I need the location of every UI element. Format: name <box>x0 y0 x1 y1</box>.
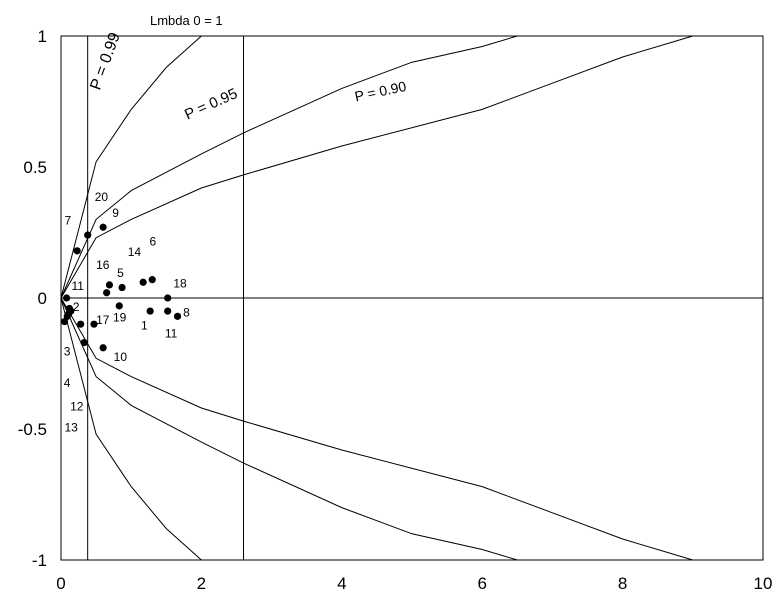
data-point <box>173 312 182 320</box>
curve-label-3: P = 0.90 <box>353 78 408 105</box>
data-point <box>146 307 154 315</box>
point-label: 7 <box>65 214 72 228</box>
curve-label-1: P = 0.99 <box>87 30 123 92</box>
point-label: 6 <box>149 235 156 249</box>
data-point <box>63 294 71 302</box>
curve-lower-1 <box>60 297 202 561</box>
x-tick-label: 8 <box>618 574 627 593</box>
y-tick-label: 0.5 <box>23 158 47 177</box>
point-label: 11 <box>165 326 178 340</box>
point-label: 18 <box>173 277 187 291</box>
x-tick-label: 6 <box>477 574 486 593</box>
data-point <box>90 320 98 328</box>
significance-curves: P = 0.99 P = 0.95 P = 0.90 <box>60 30 693 561</box>
point-label: 1 <box>141 318 148 332</box>
point-label: 14 <box>128 245 142 259</box>
data-point <box>67 307 75 315</box>
curve-lower-2 <box>60 297 518 561</box>
tick-labels: 0 2 4 6 8 10 1 0.5 0 -0.5 -1 <box>18 27 773 593</box>
data-point <box>99 344 107 352</box>
point-label: 13 <box>65 421 79 435</box>
data-point <box>118 283 126 292</box>
point-label: 8 <box>183 305 190 319</box>
data-point <box>115 302 123 310</box>
point-label: 20 <box>95 190 109 204</box>
point-label: 19 <box>113 311 127 325</box>
x-tick-label: 4 <box>337 574 346 593</box>
data-point <box>148 276 156 284</box>
data-point <box>164 294 172 302</box>
y-tick-label: -1 <box>32 551 47 570</box>
data-point <box>80 338 88 347</box>
point-label: 11 <box>72 279 85 293</box>
point-label: 9 <box>112 206 119 220</box>
point-label: 16 <box>96 258 110 272</box>
x-tick-label: 10 <box>754 574 773 593</box>
point-label: 5 <box>117 266 124 280</box>
data-point <box>77 320 85 328</box>
reference-lines <box>61 36 763 560</box>
curve-upper-1 <box>60 35 202 299</box>
y-tick-label: 0 <box>38 289 47 308</box>
x-tick-label: 2 <box>197 574 206 593</box>
point-label: 2 <box>73 300 80 314</box>
data-point <box>60 317 69 326</box>
data-point <box>103 289 111 297</box>
curve-upper-2 <box>60 35 518 299</box>
curve-label-2: P = 0.95 <box>182 85 240 123</box>
y-tick-label: 1 <box>38 27 47 46</box>
point-label: 12 <box>70 400 84 414</box>
data-point <box>164 307 172 315</box>
chart-title: Lmbda 0 = 1 <box>150 13 223 28</box>
point-label: 10 <box>114 350 128 364</box>
curve-lower-3 <box>60 297 693 561</box>
x-tick-label: 0 <box>56 574 65 593</box>
data-point <box>105 281 114 289</box>
data-point <box>73 247 81 255</box>
y-tick-label: -0.5 <box>18 420 47 439</box>
curve-upper-3 <box>60 35 693 299</box>
point-label: 4 <box>64 376 71 390</box>
data-point <box>139 278 147 286</box>
data-point <box>99 223 107 231</box>
point-label: 3 <box>64 345 71 359</box>
point-label: 17 <box>96 313 110 327</box>
data-point <box>84 231 92 239</box>
